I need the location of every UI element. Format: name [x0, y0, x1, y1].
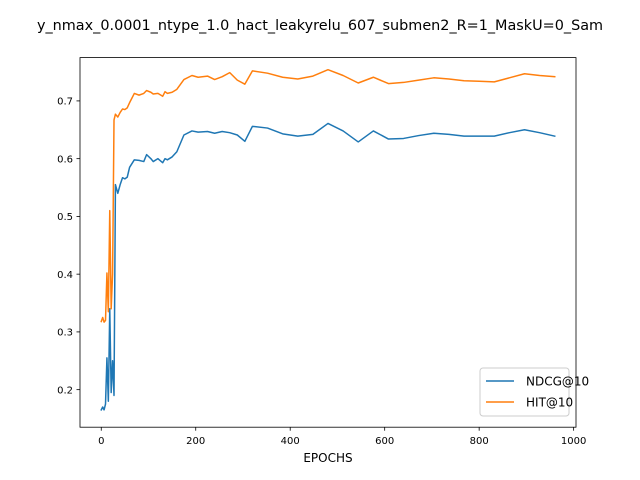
series-line-ndcg-10	[100, 122, 556, 411]
y-tick-label: 0.2	[57, 385, 73, 396]
y-tick-label: 0.5	[57, 212, 73, 223]
legend: NDCG@10 HIT@10	[479, 367, 589, 417]
y-tick-label: 0.4	[57, 270, 73, 281]
x-tick-label: 800	[470, 436, 489, 447]
x-axis-label: EPOCHS	[303, 451, 352, 465]
x-tick-label: 400	[281, 436, 300, 447]
legend-hit-label: HIT@10	[526, 396, 573, 410]
x-tick-label: 600	[375, 436, 394, 447]
y-tick-label: 0.6	[57, 154, 73, 165]
x-axis-ticks: 0 200 400 600 800 1000	[98, 427, 586, 447]
legend-box	[479, 367, 570, 417]
y-tick-label: 0.3	[57, 328, 73, 339]
axes-frame	[79, 57, 577, 428]
y-tick-label: 0.7	[57, 97, 73, 108]
series-layer	[100, 68, 556, 411]
x-tick-label: 1000	[561, 436, 586, 447]
series-line-hit-10	[100, 68, 556, 323]
chart-title: y_nmax_0.0001_ntype_1.0_hact_leakyrelu_6…	[37, 18, 603, 34]
y-axis-ticks: 0.2 0.3 0.4 0.5 0.6 0.7	[57, 97, 80, 396]
x-tick-label: 0	[98, 436, 104, 447]
legend-ndcg-label: NDCG@10	[526, 375, 589, 389]
x-tick-label: 200	[186, 436, 205, 447]
